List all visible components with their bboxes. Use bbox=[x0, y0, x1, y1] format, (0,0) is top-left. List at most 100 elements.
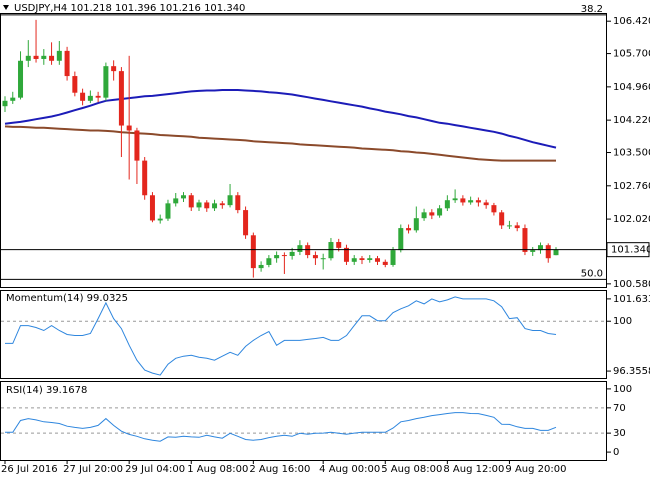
rsi-title: RSI(14) 39.1678 bbox=[6, 385, 87, 396]
candle-body bbox=[250, 235, 256, 269]
candle-body bbox=[491, 205, 497, 213]
candle-body bbox=[118, 71, 124, 126]
fib-label: 50.0 bbox=[581, 268, 603, 279]
candle-body bbox=[545, 245, 551, 259]
last-price-label: 101.340 bbox=[611, 245, 650, 256]
candle-body bbox=[351, 258, 357, 262]
candle-body bbox=[413, 218, 419, 231]
candle-body bbox=[499, 212, 505, 226]
candle-body bbox=[180, 195, 186, 199]
y-tick-label: 70 bbox=[613, 403, 626, 414]
candle-body bbox=[514, 225, 520, 229]
candle-body bbox=[41, 55, 47, 59]
candle-body bbox=[367, 258, 373, 261]
candle-body bbox=[196, 202, 202, 208]
candle-body bbox=[452, 198, 458, 201]
candle-body bbox=[382, 261, 388, 265]
candle-body bbox=[10, 97, 16, 101]
candle-body bbox=[56, 50, 62, 61]
candle-body bbox=[406, 228, 412, 231]
x-tick-label: 4 Aug 00:00 bbox=[319, 464, 380, 475]
x-tick-label: 1 Aug 08:00 bbox=[187, 464, 248, 475]
candle-body bbox=[165, 203, 171, 219]
candle-body bbox=[243, 210, 249, 236]
y-tick-label: 100.580 bbox=[613, 279, 650, 290]
candle-body bbox=[421, 212, 427, 219]
x-tick-label: 8 Aug 12:00 bbox=[443, 464, 504, 475]
candle-body bbox=[212, 203, 218, 209]
candle-body bbox=[18, 60, 24, 98]
candle-body bbox=[188, 195, 194, 208]
candle-body bbox=[80, 92, 86, 101]
x-tick-label: 2 Aug 16:00 bbox=[249, 464, 310, 475]
candle-body bbox=[343, 247, 349, 262]
moving-average bbox=[4, 89, 557, 149]
candle-body bbox=[227, 195, 233, 206]
candle-body bbox=[553, 249, 559, 256]
candle-body bbox=[312, 255, 318, 259]
candle-body bbox=[537, 245, 543, 251]
candle-body bbox=[111, 66, 117, 72]
y-tick-label: 100 bbox=[613, 384, 632, 395]
candle-body bbox=[460, 198, 466, 203]
candle-body bbox=[359, 258, 365, 261]
candle-body bbox=[336, 242, 342, 248]
candle-body bbox=[375, 258, 381, 262]
y-tick-label: 101.633 bbox=[613, 294, 650, 305]
indicator-line bbox=[5, 296, 557, 376]
candle-body bbox=[95, 95, 101, 98]
candle-body bbox=[444, 200, 450, 209]
momentum-frame bbox=[0, 290, 607, 379]
candle-body bbox=[33, 55, 39, 59]
candle-body bbox=[87, 95, 93, 101]
candle-body bbox=[506, 225, 512, 227]
candle-body bbox=[258, 264, 264, 269]
main-frame bbox=[0, 13, 607, 288]
candle-body bbox=[173, 198, 179, 204]
candle-body bbox=[142, 160, 148, 196]
candle-body bbox=[483, 202, 489, 206]
candle-body bbox=[235, 195, 241, 211]
candle-body bbox=[103, 66, 109, 98]
candle-body bbox=[157, 218, 163, 221]
y-tick-label: 106.420 bbox=[613, 16, 650, 27]
candle-body bbox=[398, 228, 404, 251]
chart-title: USDJPY,H4 101.218 101.396 101.216 101.34… bbox=[14, 3, 245, 14]
candle-body bbox=[289, 251, 295, 256]
last-price-box bbox=[606, 242, 650, 258]
candle-body bbox=[134, 130, 140, 161]
candle-body bbox=[522, 228, 528, 252]
candle-body bbox=[530, 250, 536, 252]
moving-average bbox=[4, 125, 556, 162]
y-tick-label: 104.960 bbox=[613, 82, 650, 93]
x-tick-label: 27 Jul 20:00 bbox=[63, 464, 123, 475]
candle-body bbox=[429, 212, 435, 216]
candle-body bbox=[64, 50, 70, 77]
y-tick-label: 102.020 bbox=[613, 214, 650, 225]
x-tick-label: 9 Aug 20:00 bbox=[505, 464, 566, 475]
candle-body bbox=[25, 55, 31, 61]
candle-body bbox=[468, 200, 474, 203]
candle-body bbox=[475, 200, 481, 203]
x-tick-label: 26 Jul 2016 bbox=[1, 464, 58, 475]
menu-triangle bbox=[3, 5, 9, 10]
x-tick-label: 29 Jul 04:00 bbox=[125, 464, 185, 475]
candle-body bbox=[274, 255, 280, 259]
candle-body bbox=[437, 208, 443, 216]
candle-body bbox=[390, 250, 396, 265]
x-tick-label: 5 Aug 08:00 bbox=[381, 464, 442, 475]
y-tick-label: 96.3558 bbox=[613, 366, 650, 377]
fib-label: 38.2 bbox=[581, 4, 603, 15]
candle-body bbox=[281, 255, 287, 257]
candle-body bbox=[266, 258, 272, 265]
y-tick-label: 105.700 bbox=[613, 49, 650, 60]
candle-body bbox=[204, 202, 210, 209]
candle-body bbox=[320, 258, 326, 260]
momentum-title: Momentum(14) 99.0325 bbox=[6, 293, 128, 304]
candle-body bbox=[219, 203, 225, 206]
y-tick-label: 0 bbox=[613, 447, 619, 458]
y-tick-label: 102.760 bbox=[613, 181, 650, 192]
candle-body bbox=[126, 125, 132, 131]
y-tick-label: 103.500 bbox=[613, 148, 650, 159]
